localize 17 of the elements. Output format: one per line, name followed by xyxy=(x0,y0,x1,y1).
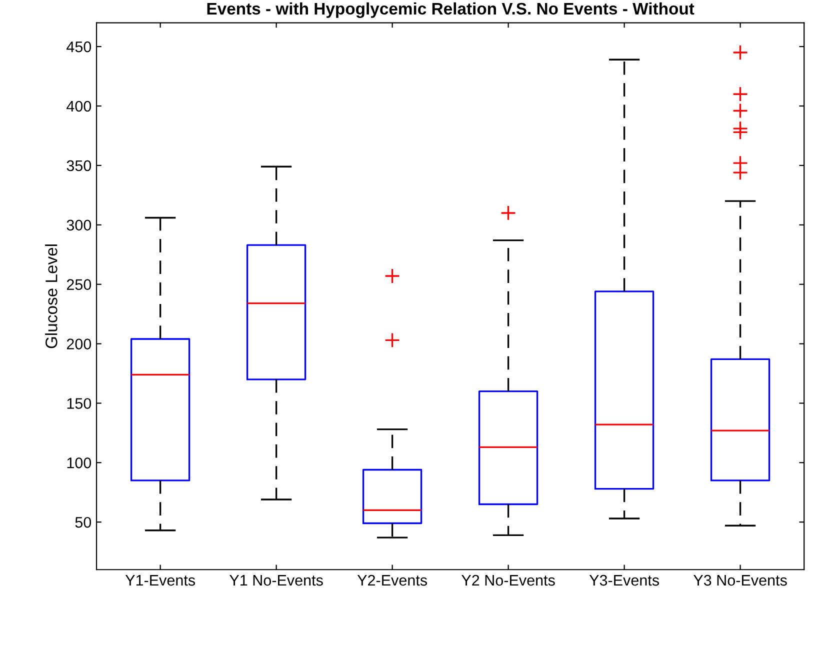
y-tick-label: 450 xyxy=(66,41,92,52)
y-tick-label: 400 xyxy=(66,100,92,112)
y-tick-label: 150 xyxy=(67,398,92,409)
x-tick-label: Y1 No-Events xyxy=(230,575,323,586)
y-axis-title: Glucose Level xyxy=(45,244,58,348)
y-tick-label: 100 xyxy=(67,458,92,468)
x-tick-label: Y3 No-Events xyxy=(694,574,787,586)
x-tick-label: Y2 No-Events xyxy=(462,574,555,586)
x-tick-label: Y1-Events xyxy=(125,575,196,586)
y-tick-label: 200 xyxy=(66,338,92,350)
y-tick-label: 350 xyxy=(66,160,92,172)
y-tick-label: 50 xyxy=(75,516,92,528)
x-tick-label: Y2-Events xyxy=(357,574,427,586)
y-tick-label: 300 xyxy=(66,220,92,231)
chart-title: Events - with Hypoglycemic Relation V.S. No Events - Without xyxy=(207,2,694,18)
x-tick-label: Y3-Events xyxy=(589,574,659,586)
y-tick-label: 250 xyxy=(66,279,92,290)
